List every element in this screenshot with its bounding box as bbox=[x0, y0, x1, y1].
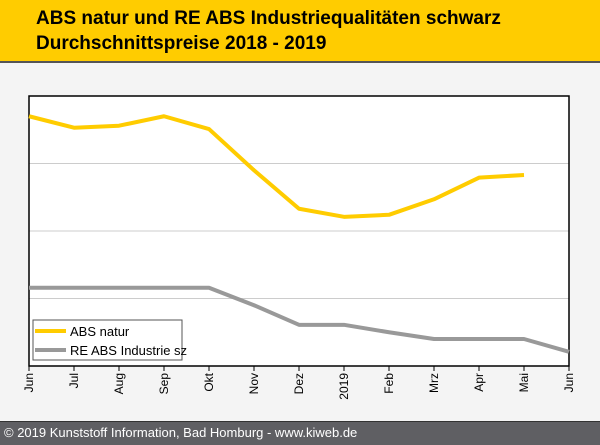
legend-label: ABS natur bbox=[70, 324, 130, 339]
x-tick-label: Mai bbox=[517, 373, 531, 392]
x-tick-label: Jun bbox=[562, 373, 576, 392]
chart-header: ABS natur und RE ABS Industriequalitäten… bbox=[0, 0, 600, 63]
x-tick-label: Okt bbox=[202, 372, 216, 391]
line-chart: Jun Jul Aug Sep Okt Nov Dez 2019 Feb Mrz Apr Mai Jun… bbox=[22, 95, 576, 400]
x-tick-label: Dez bbox=[292, 373, 306, 394]
legend-label: RE ABS Industrie sz bbox=[70, 343, 187, 358]
chart-title-line1: ABS natur und RE ABS Industriequalitäten… bbox=[36, 8, 501, 29]
x-tick-label: Jul bbox=[67, 373, 81, 388]
x-tick-label: Aug bbox=[112, 373, 126, 394]
x-tick-label: Nov bbox=[247, 373, 261, 394]
x-tick-label: Sep bbox=[157, 373, 171, 395]
x-tick-label: Apr bbox=[472, 373, 486, 392]
legend bbox=[32, 319, 183, 361]
x-tick-label: Mrz bbox=[427, 373, 441, 393]
x-tick-label: Feb bbox=[382, 373, 396, 394]
series-line-re-abs-industrie-sz bbox=[29, 285, 570, 354]
x-tick-label: Jun bbox=[22, 373, 36, 392]
x-tick-label: 2019 bbox=[337, 373, 351, 400]
series-line-abs-natur bbox=[28, 114, 525, 219]
chart-title-line2: Durchschnittspreise 2018 - 2019 bbox=[36, 33, 327, 54]
copyright-text: © 2019 Kunststoff Information, Bad Hombu… bbox=[4, 425, 358, 440]
footer: © 2019 Kunststoff Information, Bad Hombu… bbox=[0, 421, 600, 445]
